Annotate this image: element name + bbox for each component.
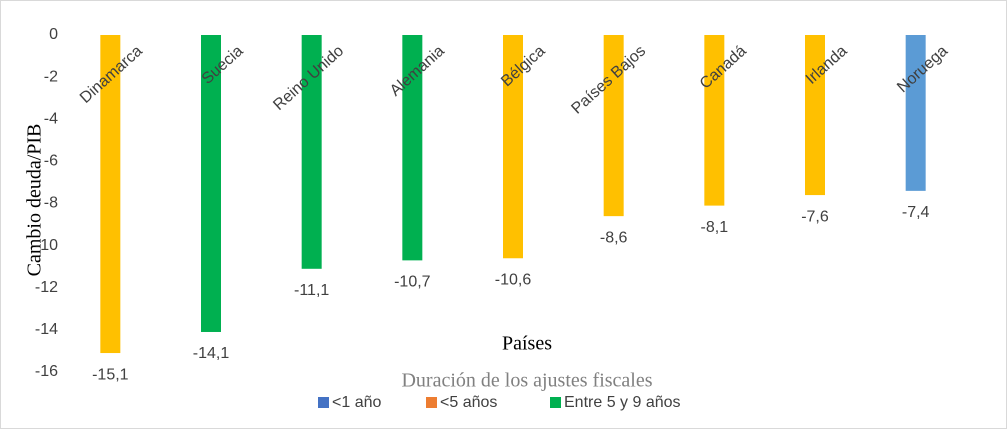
legend-swatch <box>318 397 329 408</box>
y-axis-label: Cambio deuda/PIB <box>24 124 46 277</box>
value-label: -7,4 <box>902 204 930 221</box>
bar <box>201 35 221 332</box>
bar <box>100 35 121 354</box>
bar <box>805 35 825 196</box>
y-tick-label: -10 <box>35 237 58 254</box>
legend-label: <1 año <box>332 394 381 411</box>
legend-label: <5 años <box>440 394 497 411</box>
legend-title: Duración de los ajustes fiscales <box>401 370 652 392</box>
y-tick-label: -8 <box>44 195 58 212</box>
value-label: -8,1 <box>701 219 729 236</box>
legend-swatch <box>550 397 561 408</box>
y-tick-label: -2 <box>44 68 58 85</box>
legend-label: Entre 5 y 9 años <box>564 394 681 411</box>
bar <box>905 35 926 191</box>
y-tick-label: -4 <box>44 110 58 127</box>
value-label: -11,1 <box>294 282 329 299</box>
value-label: -10,6 <box>495 271 532 288</box>
bar <box>603 35 624 217</box>
y-tick-label: -6 <box>44 153 58 170</box>
bar <box>503 35 523 259</box>
bar <box>301 35 322 269</box>
y-tick-label: -12 <box>35 279 58 296</box>
y-tick-label: -16 <box>35 363 58 380</box>
legend-swatch <box>426 397 437 408</box>
value-label: -7,6 <box>801 208 829 225</box>
value-label: -15,1 <box>92 366 129 383</box>
bar <box>704 35 725 206</box>
bar <box>402 35 423 261</box>
value-label: -10,7 <box>394 274 431 291</box>
y-tick-label: -14 <box>35 321 58 338</box>
y-tick-label: 0 <box>49 26 58 43</box>
x-axis-label: Países <box>502 333 552 355</box>
value-label: -8,6 <box>600 229 628 246</box>
value-label: -14,1 <box>193 345 230 362</box>
